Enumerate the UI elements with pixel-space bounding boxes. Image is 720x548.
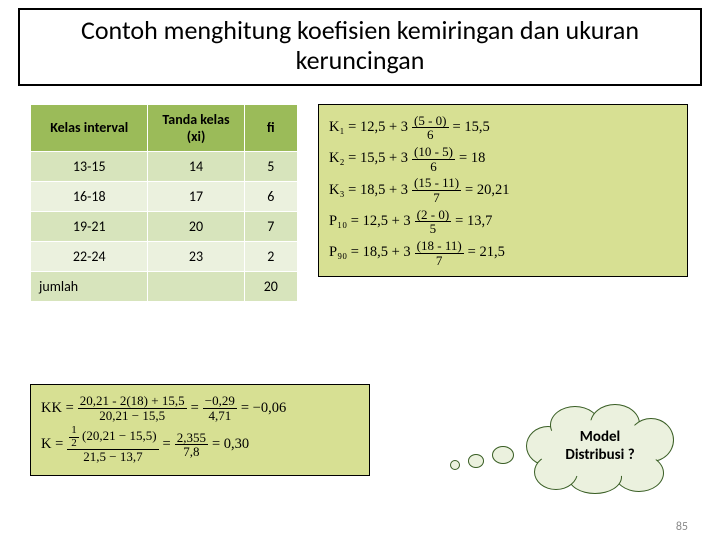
eq-k2: K₂ = 15,5 + 3 (10 - 5)6 = 18 xyxy=(329,145,677,173)
table-row: 13-15 14 5 xyxy=(31,151,298,181)
content-row: Kelas interval Tanda kelas (xi) fi 13-15… xyxy=(30,104,698,302)
cloud-trail-dot xyxy=(468,454,484,468)
eq-p90: P₉₀ = 18,5 + 3 (18 - 11)7 = 21,5 xyxy=(329,239,677,267)
page-number: 85 xyxy=(676,520,688,534)
equations-panel-2: KK = 20,21 - 2(18) + 15,520,21 − 15,5 = … xyxy=(30,384,370,476)
th-kelas: Kelas interval xyxy=(31,104,148,151)
eq-kk: KK = 20,21 - 2(18) + 15,520,21 − 15,5 = … xyxy=(41,394,359,422)
table-row: 22-24 23 2 xyxy=(31,241,298,271)
eq-k1: K₁ = 12,5 + 3 (5 - 0)6 = 15,5 xyxy=(329,114,677,142)
table-row: 19-21 20 7 xyxy=(31,211,298,241)
cloud-callout: Model Distribusi ? xyxy=(450,404,680,504)
cloud-trail-dot xyxy=(450,460,460,470)
eq-p10: P₁₀ = 12,5 + 3 (2 - 0)5 = 13,7 xyxy=(329,208,677,236)
th-tanda: Tanda kelas (xi) xyxy=(148,104,244,151)
data-table: Kelas interval Tanda kelas (xi) fi 13-15… xyxy=(30,104,298,302)
th-fi: fi xyxy=(244,104,297,151)
eq-k: K = 12 (20,21 − 15,5) 21,5 − 13,7 = 2,35… xyxy=(41,425,359,464)
cloud-text: Model Distribusi ? xyxy=(520,428,680,464)
cloud-trail-dot xyxy=(492,446,514,464)
equations-panel-1: K₁ = 12,5 + 3 (5 - 0)6 = 15,5 K₂ = 15,5 … xyxy=(318,104,688,277)
slide-title: Contoh menghitung koefisien kemiringan d… xyxy=(30,16,690,76)
title-box: Contoh menghitung koefisien kemiringan d… xyxy=(18,8,702,86)
table-row-total: jumlah 20 xyxy=(31,271,298,301)
table-header-row: Kelas interval Tanda kelas (xi) fi xyxy=(31,104,298,151)
eq-k3: K₃ = 18,5 + 3 (15 - 11)7 = 20,21 xyxy=(329,176,677,204)
table-row: 16-18 17 6 xyxy=(31,181,298,211)
